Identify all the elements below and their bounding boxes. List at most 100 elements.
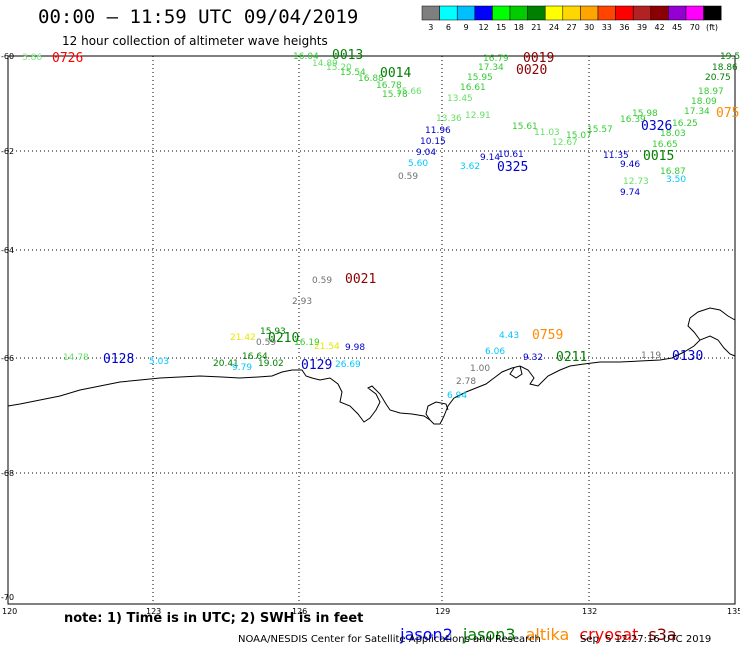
pass-number-label: 0129 [301,358,332,373]
lat-label: -66 [1,354,14,363]
wave-height-value: 4.43 [499,331,519,341]
colorbar-label: 30 [584,23,594,32]
lat-label: -60 [1,52,14,61]
coastline-inlet [509,365,523,379]
wave-height-value: 6.94 [447,391,467,401]
pass-number-label: 0013 [332,48,363,63]
colorbar-swatch [685,5,704,21]
units-note: note: 1) Time is in UTC; 2) SWH is in fe… [64,611,364,626]
wave-height-value: 9.74 [620,188,640,198]
wave-height-value: 3.62 [460,162,480,172]
lon-label: 135 [727,607,740,616]
coastline-east-notch [687,317,701,341]
colorbar-swatch [650,5,669,21]
pass-number-label: 0726 [52,51,83,66]
legend-cryosat: cryosat [579,625,639,644]
wave-height-value: 18.97 [698,87,724,97]
colorbar-swatch [580,5,599,21]
colorbar-swatch [474,5,493,21]
colorbar-label: 18 [514,23,524,32]
colorbar-swatch [562,5,581,21]
colorbar-swatch [509,5,528,21]
wave-height-value: 9.79 [232,363,252,373]
wave-height-value: 9.32 [523,353,543,363]
colorbar-label: 39 [637,23,647,32]
wave-height-value: 16.25 [672,119,698,129]
colorbar-swatch [668,5,687,21]
wave-height-value: 21.54 [314,342,340,352]
wave-height-value: 1.19 [641,351,661,361]
wave-height-value: 15.95 [467,73,493,83]
wave-height-value: 10.15 [420,137,446,147]
lon-label: 129 [435,607,450,616]
wave-height-value: 19.5 [720,52,740,62]
wave-height-value: 3.86 [22,53,42,63]
wave-height-value: 5.60 [408,159,428,169]
wave-height-value: 15.57 [587,125,613,135]
graticule [8,56,735,604]
wave-height-value: 18.86 [712,63,738,73]
colorbar-swatch [632,5,652,21]
pass-number-label: 0015 [643,149,674,164]
wave-height-value: 2.78 [456,377,476,387]
wave-height-value: 15.20 [326,63,352,73]
lon-label: 123 [146,607,161,616]
wave-height-value: 15.98 [632,109,658,119]
coastline-bay-outline [425,401,449,421]
wave-height-value: 15.07 [566,131,592,141]
legend-s3a: s3a [648,625,677,644]
wave-height-value: 18.09 [691,97,717,107]
wave-height-value: 14.78 [63,353,89,363]
pass-number-label: 0021 [345,272,376,287]
wave-height-value: 16.79 [483,54,509,64]
lat-label: -70 [1,593,14,602]
wave-height-value: 16.64 [242,352,268,362]
wave-height-colorbar: 3 6 9 12 15 18 21 24 27 30 33 36 39 42 45 70 [421,5,722,32]
wave-height-value: 5.03 [149,357,169,367]
wave-height-value: 14.89 [312,59,338,69]
wave-height-value: 3.50 [666,175,686,185]
pass-number-label: 0325 [497,160,528,175]
colorbar-label: 24 [549,23,559,32]
wave-values-layer: 3.86 16.0414.8915.2015.5416.8816.7815.661… [22,52,740,401]
wave-height-value: 10.61 [498,150,524,160]
wave-height-value: 1.00 [470,364,490,374]
colorbar-label: 27 [567,23,577,32]
colorbar-swatch [492,5,511,21]
wave-height-value: 0.59 [398,172,418,182]
lon-label: 126 [292,607,307,616]
colorbar-label: 36 [619,23,629,32]
wave-height-value: 15.54 [340,68,366,78]
plot-frame [7,55,736,605]
wave-height-value: 2.93 [292,297,312,307]
credit-line: NOAA/NESDIS Center for Satellite Applica… [238,634,541,645]
wave-height-value: 12.91 [465,111,491,121]
wave-height-value: 13.36 [436,114,462,124]
wave-height-value: 26.69 [335,360,361,370]
lat-label: -62 [1,147,14,156]
lat-label: -68 [1,469,14,478]
legend-jason2: jason2 [400,625,453,644]
colorbar-label: 21 [531,23,541,32]
latitude-labels: -60 -62 -64 -66 -68 -70 [1,52,14,602]
colorbar-label: 45 [672,23,682,32]
pass-number-label: 0020 [516,63,547,78]
wave-height-value: 16.78 [376,81,402,91]
pass-number-label: 0759 [532,328,563,343]
wave-height-value: 9.14 [480,153,500,163]
pass-number-label: 0128 [103,352,134,367]
wave-height-value: 6.06 [485,347,505,357]
wave-height-value: 11.96 [425,126,451,136]
wave-height-value: 9.46 [620,160,640,170]
colorbar-label: 42 [655,23,665,32]
wave-height-value: 16.65 [652,140,678,150]
wave-height-value: 15.93 [260,327,286,337]
colorbar-label: 33 [602,23,612,32]
wave-height-value: 15.78 [382,90,408,100]
pass-number-label: 0326 [641,119,672,134]
wave-height-value: 0.59 [256,338,276,348]
colorbar-label: 6 [446,23,451,32]
wave-height-value: 16.61 [460,83,486,93]
